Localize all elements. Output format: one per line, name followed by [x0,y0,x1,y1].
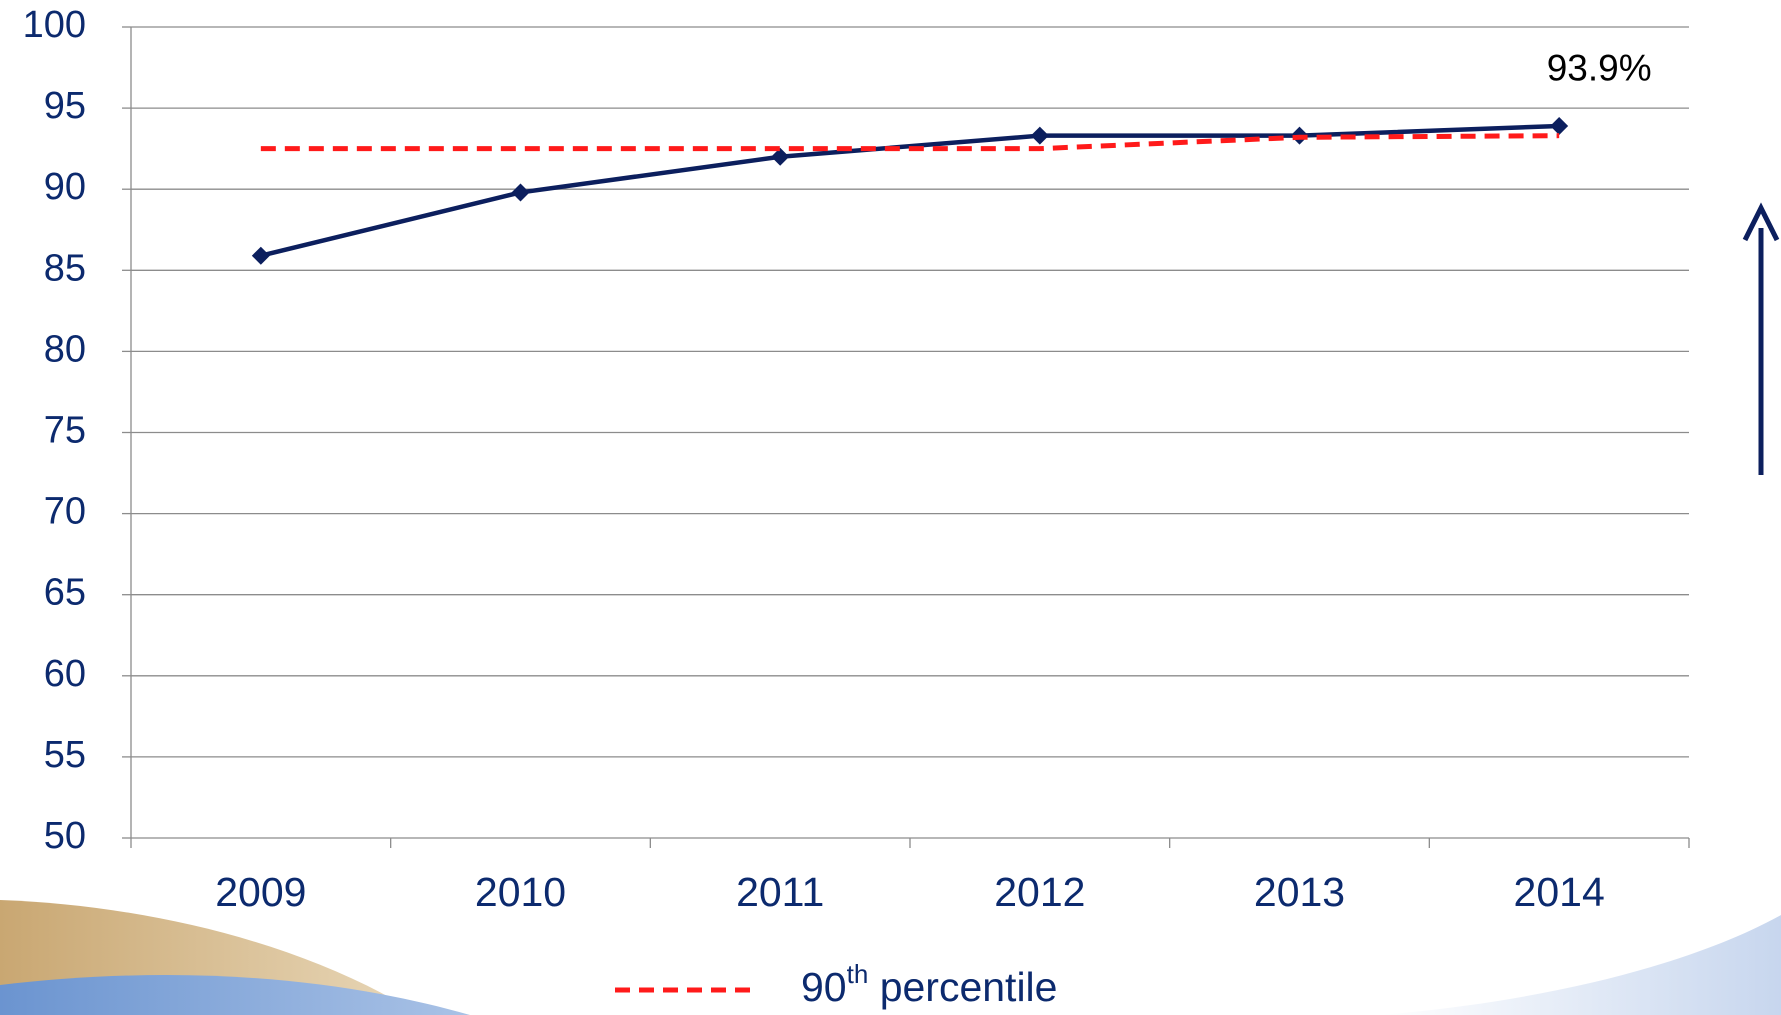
x-tick-label: 2013 [1254,869,1345,915]
y-tick-label: 95 [44,85,86,127]
y-tick-label: 100 [23,4,86,46]
y-tick-label: 90 [44,166,86,208]
x-tick-label: 2014 [1514,869,1605,915]
x-tick-label: 2012 [994,869,1085,915]
x-tick-label: 2009 [215,869,306,915]
y-tick-label: 60 [44,653,86,695]
decoration [0,202,1781,1015]
x-tick-label: 2010 [475,869,566,915]
marker [251,246,270,265]
y-tick-label: 70 [44,491,86,533]
y-tick-label: 65 [44,572,86,614]
marker [511,183,530,202]
y-tick-label: 85 [44,247,86,289]
series-line [260,133,1560,152]
series-line [260,123,1560,258]
x-tick-label: 2011 [736,869,824,915]
y-tick-label: 50 [44,815,86,857]
marker [1550,116,1569,135]
marker [771,147,790,166]
y-tick-label: 80 [44,328,86,370]
y-tick-label: 55 [44,734,86,776]
marker [1030,126,1049,145]
data-label: 93.9% [1547,48,1652,89]
legend-label: 90th percentile [801,959,1057,1010]
y-tick-label: 75 [44,410,86,452]
